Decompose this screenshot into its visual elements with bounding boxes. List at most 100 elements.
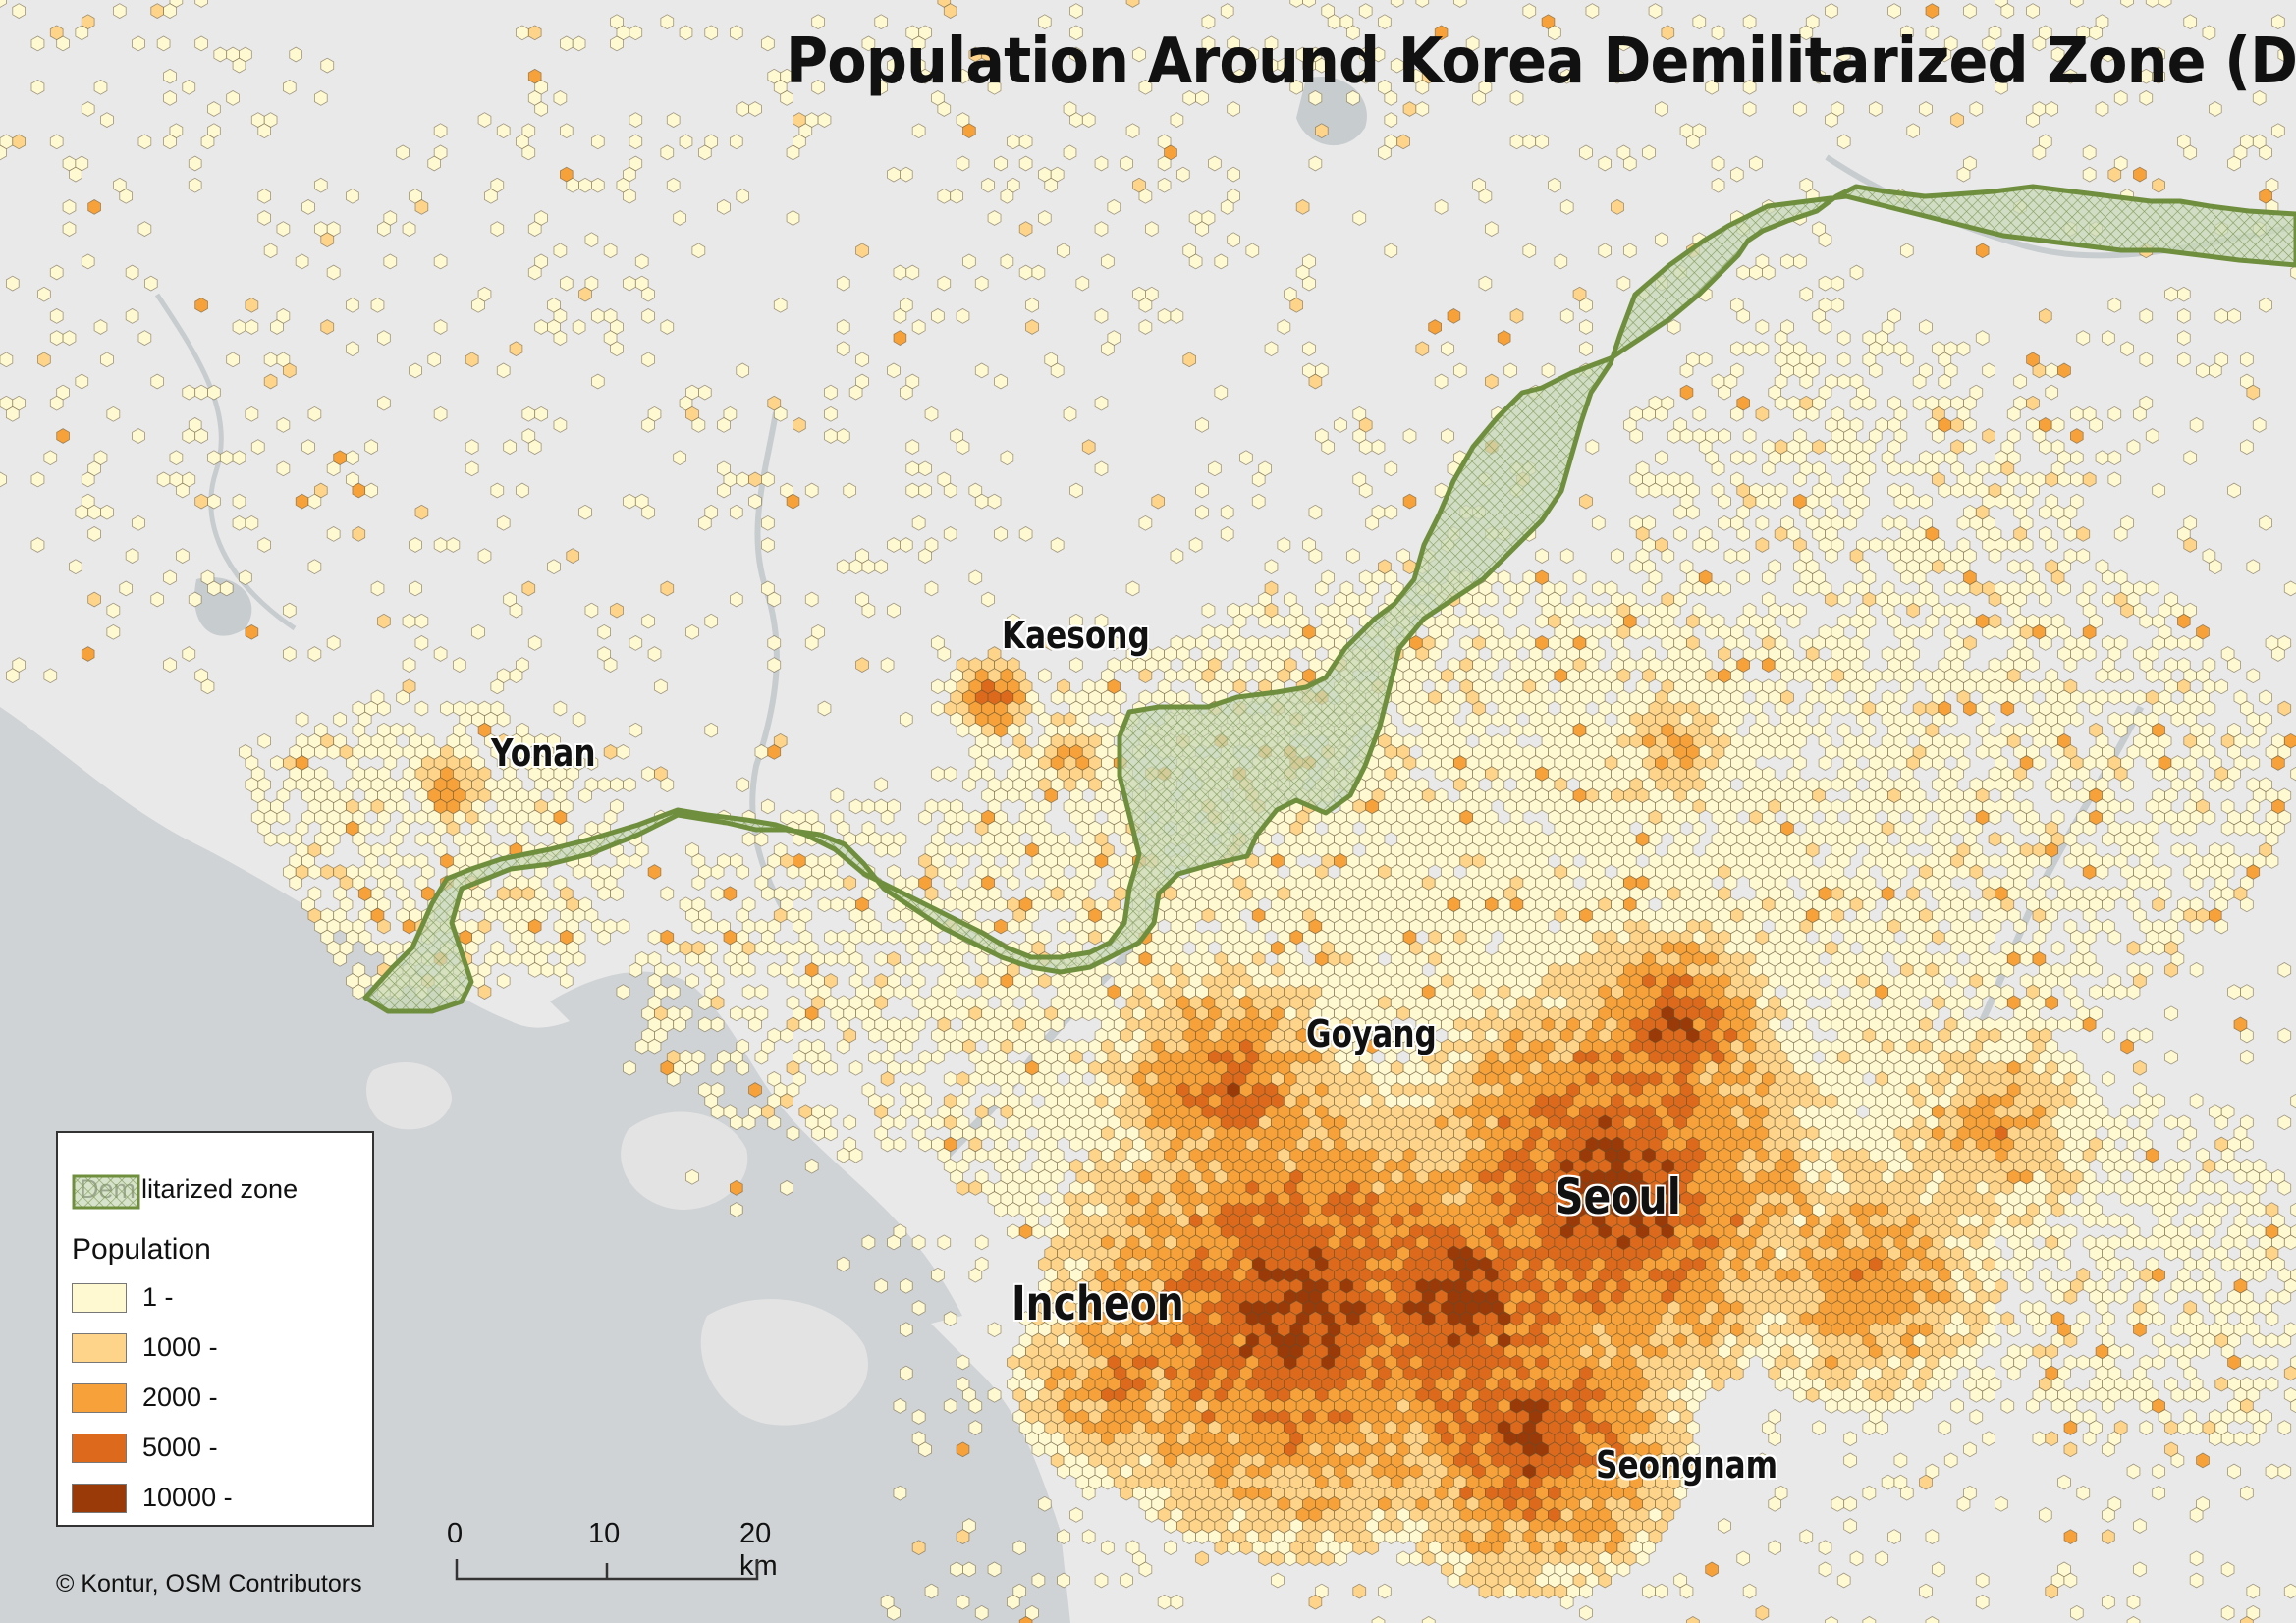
population-hex [2063, 68, 2078, 84]
population-hex [911, 123, 926, 139]
population-hex [730, 134, 743, 150]
population-hex [1125, 123, 1140, 139]
population-hex [629, 112, 643, 128]
population-hex [1836, 134, 1851, 150]
population-hex [1648, 3, 1663, 19]
population-hex [1900, 25, 1914, 41]
population-hex [2259, 144, 2272, 161]
population-hex [660, 14, 675, 30]
population-hex [527, 221, 542, 237]
population-hex [1585, 3, 1600, 19]
population-hex [900, 166, 913, 183]
population-hex [553, 90, 568, 106]
population-hex [1352, 210, 1367, 226]
population-hex [1812, 68, 1826, 84]
population-hex [1793, 101, 1807, 117]
population-hex [1799, 25, 1814, 41]
population-hex [2139, 90, 2154, 106]
population-hex [200, 134, 215, 150]
population-hex [629, 25, 643, 41]
population-hex [1069, 46, 1083, 63]
population-hex [2271, 14, 2285, 30]
population-hex [956, 155, 970, 172]
population-hex [402, 221, 416, 237]
population-hex [163, 68, 177, 84]
population-hex [1453, 0, 1467, 8]
population-hex [69, 166, 82, 183]
population-hex [289, 46, 303, 63]
population-hex [1302, 0, 1316, 8]
population-hex [232, 57, 246, 74]
island [621, 1111, 748, 1210]
population-hex [811, 14, 825, 30]
population-hex [1208, 155, 1222, 172]
population-hex [811, 79, 825, 95]
population-hex [276, 221, 291, 237]
population-hex [1220, 3, 1234, 19]
population-hex [2202, 25, 2216, 41]
population-hex [1201, 35, 1216, 52]
population-hex [1522, 3, 1537, 19]
population-hex [1384, 90, 1398, 106]
population-hex [698, 144, 712, 161]
population-hex [1559, 199, 1574, 215]
population-hex [761, 35, 775, 52]
population-hex [2252, 90, 2267, 106]
population-hex [887, 57, 901, 74]
population-hex [75, 25, 89, 41]
population-hex [1655, 101, 1668, 117]
population-hex [950, 188, 963, 204]
population-hex [1125, 0, 1140, 8]
population-hex [962, 123, 976, 139]
population-hex [1938, 46, 1952, 63]
population-hex [1358, 68, 1373, 84]
population-hex [433, 123, 448, 139]
population-hex [1465, 35, 1480, 52]
population-hex [673, 210, 686, 226]
population-hex [1869, 101, 1883, 117]
population-hex [301, 199, 315, 215]
population-hex [62, 221, 77, 237]
population-hex [1692, 14, 1707, 30]
population-hex [2271, 123, 2285, 139]
population-hex [1308, 155, 1323, 172]
population-hex [610, 35, 624, 52]
population-hex [918, 68, 932, 84]
population-hex [188, 155, 202, 172]
population-hex [1887, 3, 1901, 19]
population-hex [496, 123, 511, 139]
population-hex [1358, 3, 1373, 19]
population-hex [1195, 90, 1209, 106]
population-hex [1227, 35, 1240, 52]
population-hex [2113, 90, 2128, 106]
population-hex [861, 35, 876, 52]
population-hex [2107, 166, 2122, 183]
population-hex [1950, 112, 1964, 128]
population-hex [1308, 90, 1323, 106]
population-hex [1415, 101, 1430, 117]
population-hex [2032, 144, 2047, 161]
population-hex [396, 144, 410, 161]
population-hex [1107, 199, 1121, 215]
population-hex [320, 57, 335, 74]
population-hex [780, 90, 793, 106]
population-hex [1220, 199, 1234, 215]
population-hex [182, 79, 196, 95]
population-hex [62, 199, 77, 215]
population-hex [1749, 155, 1763, 172]
population-hex [163, 3, 177, 19]
population-hex [521, 144, 536, 161]
population-hex [1315, 123, 1329, 139]
population-hex [1742, 101, 1757, 117]
population-hex [2082, 166, 2097, 183]
population-hex [1094, 221, 1109, 237]
population-hex [346, 188, 359, 204]
population-hex [1548, 25, 1561, 41]
population-hex [49, 134, 64, 150]
population-hex [1094, 155, 1109, 172]
population-hex [1277, 57, 1291, 74]
population-hex [56, 35, 70, 52]
population-hex [1157, 155, 1172, 172]
population-hex [30, 79, 45, 95]
